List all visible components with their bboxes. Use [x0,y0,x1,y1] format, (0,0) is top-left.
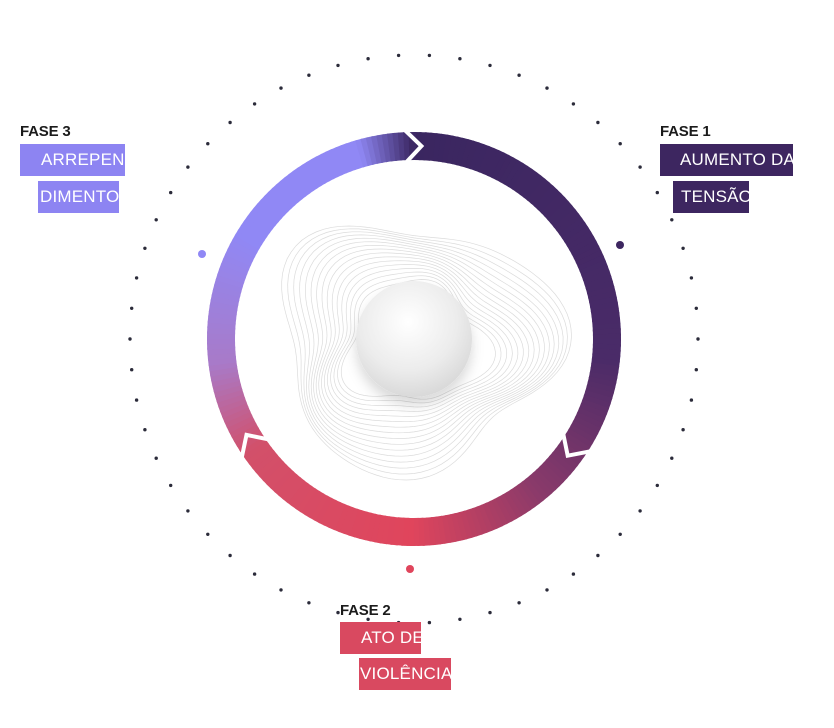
ring-dot [128,337,132,341]
phase-3-marker-dot [198,250,206,258]
ring-dot [655,483,659,488]
ring-arrows [239,128,591,459]
ring-dot [670,456,674,460]
center-sphere [356,281,472,397]
contour-line [313,244,545,445]
contour-line [330,267,513,412]
ring-dot [689,276,694,280]
ring-dot [228,120,232,125]
ring-dot [694,306,698,310]
phase-2-label: FASE 2 [340,602,391,619]
phase-1-marker-dot [616,241,624,249]
contour-line [287,228,568,475]
ring-dot [696,337,700,341]
ring-dot [307,73,311,77]
ring-dot [134,398,139,402]
ring-dot [143,428,147,432]
ring-dot [545,86,549,90]
phase-1-label: FASE 1 [660,123,711,140]
ring-dot [186,509,190,513]
ring-dot [154,456,158,460]
phase-2-title-line-2: VIOLÊNCIA [359,658,452,690]
phase-1-title-line-1: AUMENTO DA [660,144,795,176]
ring-dot [143,246,147,250]
ring-dot [517,73,521,77]
chevron-arrow-icon [239,432,269,458]
contour-line [321,256,530,428]
chevron-arrow-icon [403,128,425,164]
phase-2-title-line-1: ATO DE [340,622,424,654]
contour-line [323,260,524,423]
ring-dot [488,610,492,615]
ring-dot [336,63,340,68]
phase-3-title-line-2: DIMENTO [38,181,119,213]
ring-dot [427,620,432,625]
ring-dot [366,617,370,621]
cycle-ring [207,132,621,546]
ring-dot [336,610,340,615]
ring-dot [366,57,370,61]
ring-dot [458,617,462,621]
contour-line [318,252,535,434]
contour-line [281,225,572,481]
ring-dot [130,368,134,372]
ring-dot [571,572,576,576]
outer-dotted-ring [128,53,700,625]
ring-dot [517,601,521,605]
ring-dot [618,142,622,146]
contour-line [299,234,560,463]
ring-dot [681,246,685,250]
contour-line [310,241,550,451]
ring-dot [252,102,257,106]
ring-dot [427,53,432,58]
ring-dot [169,190,173,195]
chevron-arrow-icon [561,433,591,459]
ring-dot [571,102,576,106]
ring-dot [655,190,659,195]
contour-line [326,264,519,417]
ring-dot [596,553,600,558]
ring-dot [670,218,674,222]
ring-dot [206,142,210,146]
ring-dot [681,428,685,432]
phase-1-title-line-2: TENSÃO [673,181,752,213]
ring-dot [279,86,283,90]
ring-dot [545,588,549,592]
ring-dot [134,276,139,280]
wavy-contour-lines [281,225,572,481]
ring-dot [694,368,698,372]
contour-line [305,237,555,457]
contour-line [337,275,502,404]
ring-dot [206,532,210,536]
ring-dot [396,53,401,58]
contour-line [333,271,508,408]
phase-3-label: FASE 3 [20,123,71,140]
ring-dot [252,572,257,576]
ring-dot [307,601,311,605]
ring-dot [130,306,134,310]
ring-dot [618,532,622,536]
phase-2-marker-dot [406,565,414,573]
phase-3-title-line-1: ARREPEN- [20,144,130,176]
ring-dot [638,165,642,169]
ring-dot [228,553,232,558]
ring-dot [638,509,642,513]
contour-line [315,248,540,439]
ring-dot [186,165,190,169]
ring-dot [689,398,694,402]
ring-dot [488,63,492,68]
contour-line [293,231,564,469]
ring-dot [154,218,158,222]
ring-dot [596,120,600,125]
ring-dot [279,588,283,592]
ring-dot [169,483,173,488]
ring-dot [458,57,462,61]
